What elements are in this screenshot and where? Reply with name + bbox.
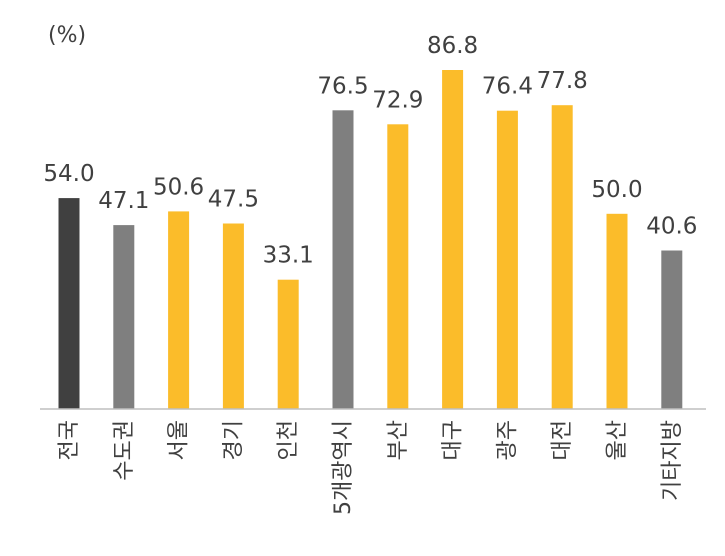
bar-3 — [222, 223, 244, 409]
bar-0 — [58, 198, 80, 409]
value-label-5: 76.5 — [317, 73, 368, 99]
category-label-2: 서울 — [167, 420, 192, 460]
value-label-1: 47.1 — [98, 188, 149, 214]
category-labels-group: 전국 수도권 서울 경기 인천 5개광역시 부산 대구 광주 대전 울산 기타지방 — [57, 420, 685, 515]
category-label-3: 경기 — [221, 420, 246, 460]
category-label-6: 부산 — [386, 420, 411, 460]
category-label-4: 인천 — [276, 420, 301, 460]
value-labels-group: 54.047.150.6 47.5 33.1 76.572.9 86.876.4 77.8… — [43, 33, 697, 269]
unit-label: (%) — [48, 23, 86, 48]
value-label-6: 72.9 — [372, 87, 423, 113]
value-label-7: 86.8 — [427, 33, 478, 59]
bar-9 — [551, 105, 573, 409]
bar-6 — [387, 124, 409, 410]
bar-7 — [442, 70, 464, 409]
value-label-4: 33.1 — [263, 243, 314, 269]
value-label-0: 54.0 — [43, 161, 94, 187]
value-label-10: 50.0 — [591, 177, 642, 203]
category-label-10: 울산 — [605, 420, 630, 460]
category-label-7: 대구 — [441, 420, 466, 460]
bars-group — [58, 70, 683, 410]
bar-5 — [332, 110, 354, 410]
category-label-0: 전국 — [57, 420, 82, 460]
category-label-11: 기타지방 — [660, 420, 685, 501]
bar-1 — [113, 225, 135, 409]
bar-8 — [496, 110, 518, 409]
bar-10 — [606, 213, 628, 410]
value-label-9: 77.8 — [537, 68, 588, 94]
value-label-8: 76.4 — [482, 74, 533, 100]
category-label-9: 대전 — [550, 420, 575, 460]
bar-4 — [277, 279, 299, 409]
category-label-8: 광주 — [495, 420, 520, 460]
value-label-11: 40.6 — [646, 214, 697, 240]
bar-11 — [661, 250, 683, 409]
category-label-1: 수도권 — [112, 420, 137, 481]
value-label-3: 47.5 — [208, 187, 259, 213]
value-label-2: 50.6 — [153, 174, 204, 200]
bar-2 — [168, 211, 190, 409]
category-label-5: 5개광역시 — [331, 420, 356, 515]
